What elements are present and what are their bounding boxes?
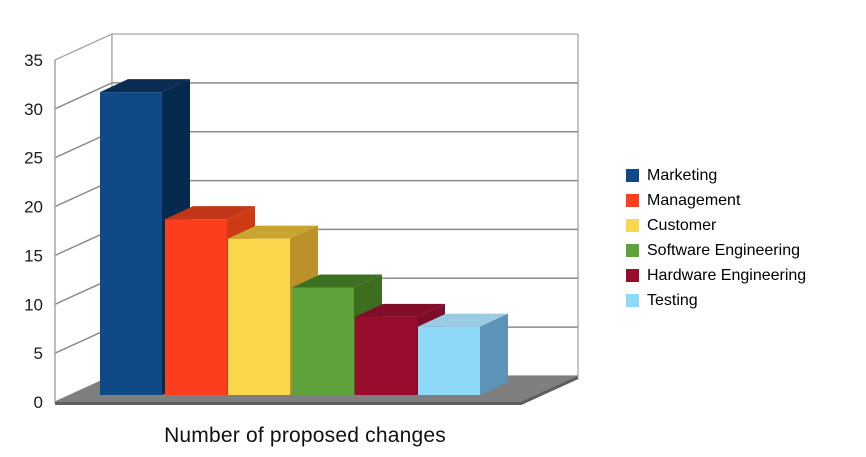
legend-swatch bbox=[626, 294, 639, 307]
y-axis-tick-label: 10 bbox=[24, 295, 43, 314]
bar-front-face bbox=[292, 287, 354, 395]
bar-front-face bbox=[228, 238, 290, 395]
bar-testing bbox=[418, 313, 508, 395]
y-axis-tick-label: 0 bbox=[34, 393, 43, 412]
y-axis-tick-label: 25 bbox=[24, 149, 43, 168]
legend: Marketing Management Customer Software Engi… bbox=[626, 163, 806, 313]
legend-item-marketing: Marketing bbox=[626, 163, 806, 188]
legend-label: Software Engineering bbox=[647, 241, 800, 259]
bar-front-face bbox=[355, 316, 417, 395]
legend-item-management: Management bbox=[626, 188, 806, 213]
y-axis-tick-label: 20 bbox=[24, 198, 43, 217]
bar-top-face bbox=[355, 303, 445, 317]
bar-top-face bbox=[292, 274, 382, 288]
legend-swatch bbox=[626, 219, 639, 232]
legend-swatch bbox=[626, 269, 639, 282]
gridline-wall bbox=[54, 82, 113, 110]
bar-top-face bbox=[165, 206, 255, 220]
legend-item-software-engineering: Software Engineering bbox=[626, 238, 806, 263]
bar-top-face bbox=[418, 313, 508, 327]
bar-front-face bbox=[100, 92, 162, 395]
legend-label: Marketing bbox=[647, 166, 718, 184]
bar-front-face bbox=[165, 219, 227, 395]
y-axis-tick-label: 30 bbox=[24, 100, 43, 119]
legend-item-testing: Testing bbox=[626, 288, 806, 313]
legend-item-customer: Customer bbox=[626, 213, 806, 238]
legend-swatch bbox=[626, 244, 639, 257]
legend-item-hardware-engineering: Hardware Engineering bbox=[626, 263, 806, 288]
y-axis-tick-label: 5 bbox=[34, 344, 43, 363]
y-axis-tick-label: 35 bbox=[24, 51, 43, 70]
bar-side-face bbox=[480, 313, 508, 395]
floor-front-edge bbox=[55, 376, 579, 405]
legend-swatch bbox=[626, 169, 639, 182]
bar-front-face bbox=[418, 326, 480, 395]
bar-top-face bbox=[100, 79, 190, 93]
legend-label: Customer bbox=[647, 216, 717, 234]
legend-label: Hardware Engineering bbox=[647, 266, 807, 284]
legend-label: Testing bbox=[647, 291, 698, 309]
x-axis-title: Number of proposed changes bbox=[164, 424, 446, 447]
y-axis-tick-label: 15 bbox=[24, 246, 43, 265]
legend-label: Management bbox=[647, 191, 741, 209]
bar-top-face bbox=[228, 225, 318, 239]
legend-swatch bbox=[626, 194, 639, 207]
